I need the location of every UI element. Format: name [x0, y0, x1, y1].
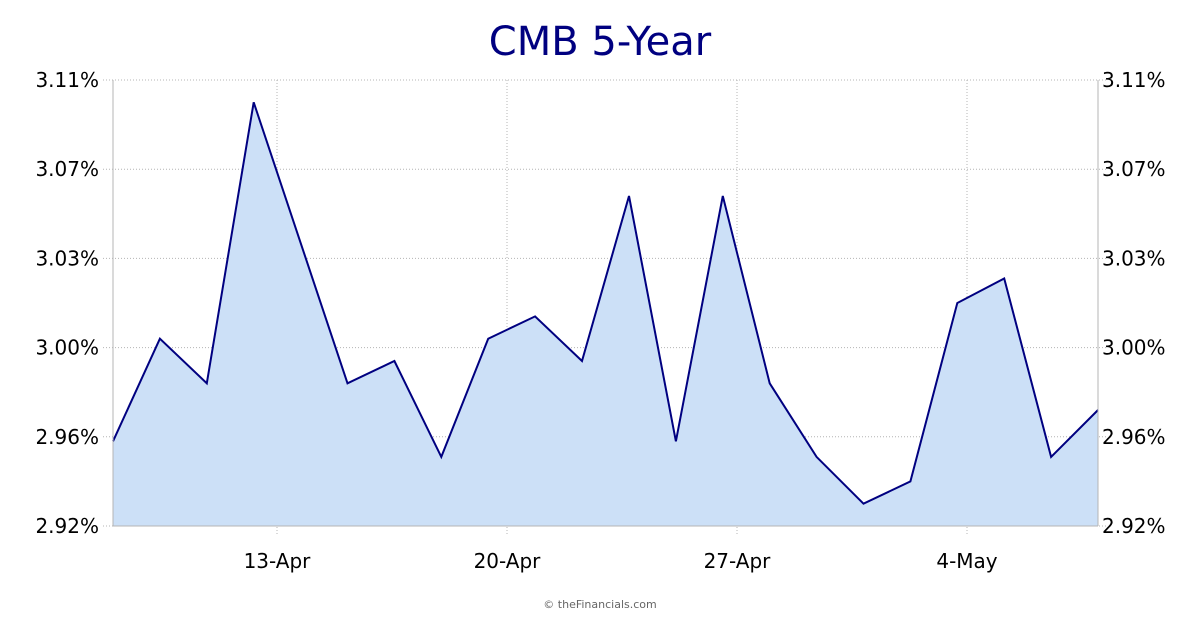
y-tick-label-right: 3.00%: [1102, 336, 1166, 360]
plot-area: [112, 101, 1099, 527]
y-tick-label-left: 3.00%: [35, 336, 99, 360]
y-tick-label-right: 2.92%: [1102, 514, 1166, 538]
tick-labels: 3.11% 3.11% 3.07% 3.07% 3.03% 3.03% 3.00% 3.00%…: [35, 68, 1165, 573]
y-tick-label-left: 3.11%: [35, 68, 99, 92]
series-line: [112, 101, 1099, 505]
y-tick-label-right: 3.03%: [1102, 246, 1166, 270]
credit-text: © theFinancials.com: [543, 598, 656, 611]
chart-title: CMB 5-Year: [488, 19, 712, 65]
area-fill: [113, 102, 1098, 527]
x-tick-label: 13-Apr: [244, 549, 312, 573]
y-tick-label-right: 3.11%: [1102, 68, 1166, 92]
y-tick-label-left: 3.03%: [35, 246, 99, 270]
y-tick-label-right: 3.07%: [1102, 157, 1166, 181]
x-tick-label: 4-May: [936, 549, 997, 573]
plot-frame: [112, 80, 1099, 527]
x-tick-label: 27-Apr: [704, 549, 772, 573]
y-tick-label-left: 2.92%: [35, 514, 99, 538]
y-tick-label-left: 3.07%: [35, 157, 99, 181]
y-tick-label-right: 2.96%: [1102, 425, 1166, 449]
x-tick-label: 20-Apr: [474, 549, 542, 573]
y-tick-label-left: 2.96%: [35, 425, 99, 449]
